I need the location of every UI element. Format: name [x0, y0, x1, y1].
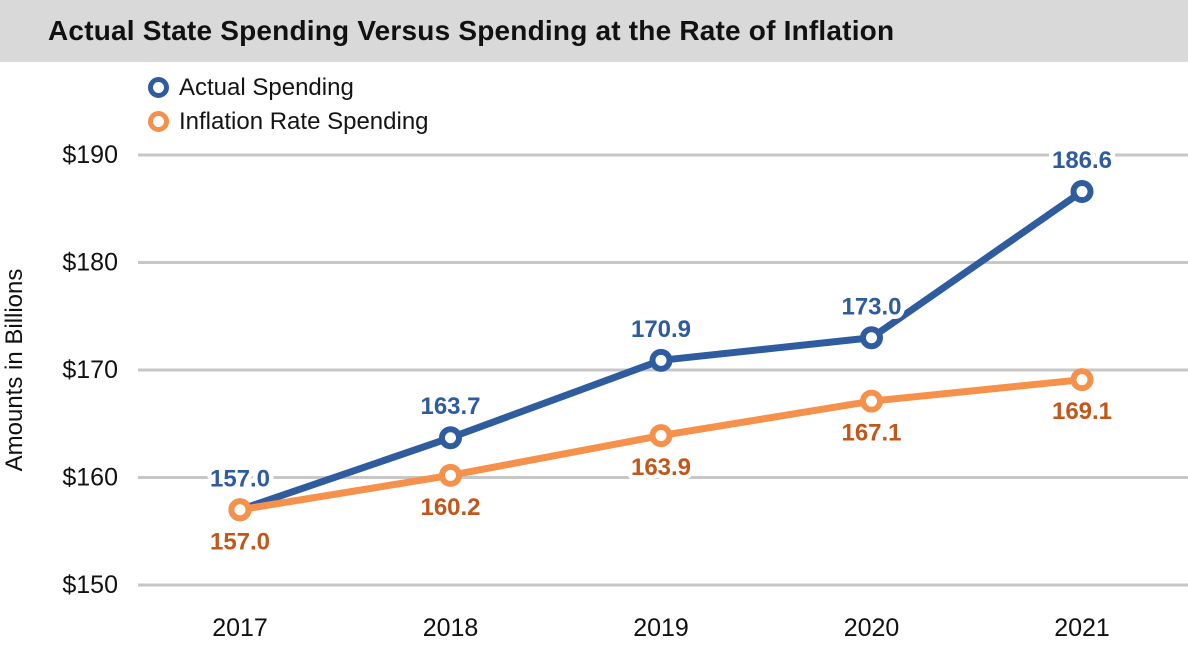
- data-point-labels: 157.0 163.7 170.9 173.0 186.6 157.0 160.2 163.9…: [205, 143, 1116, 560]
- data-point-label: 170.9: [631, 316, 691, 343]
- data-point-label: 169.1: [1052, 398, 1112, 425]
- y-tick-label: $170: [62, 356, 118, 384]
- x-tick-label: 2019: [633, 614, 689, 642]
- data-point-label: 163.9: [631, 454, 691, 481]
- data-point: [649, 424, 673, 448]
- data-point-label: 157.0: [210, 528, 270, 555]
- data-series: [228, 180, 1094, 522]
- x-tick-label: 2017: [212, 614, 268, 642]
- legend-item-actual-spending: Actual Spending: [148, 73, 429, 102]
- legend-label: Actual Spending: [179, 73, 354, 101]
- data-point-label: 167.1: [841, 420, 901, 447]
- data-point: [228, 498, 252, 522]
- chart-title-bar: Actual State Spending Versus Spending at…: [0, 0, 1188, 62]
- y-tick-label: $180: [62, 249, 118, 277]
- x-tick-label: 2021: [1054, 614, 1110, 642]
- y-tick-label: $150: [62, 571, 118, 599]
- data-point: [649, 348, 673, 372]
- inflation-rate-spending-marker-icon: [148, 111, 169, 132]
- legend-label: Inflation Rate Spending: [179, 107, 429, 135]
- data-point-label: 160.2: [420, 494, 480, 521]
- y-tick-label: $160: [62, 464, 118, 492]
- legend-item-inflation-rate-spending: Inflation Rate Spending: [148, 107, 429, 136]
- chart-title: Actual State Spending Versus Spending at…: [48, 15, 895, 46]
- data-point: [1070, 180, 1094, 204]
- data-point: [439, 463, 462, 487]
- x-axis-tick-labels: 2017 2018 2019 2020 2021: [212, 614, 1110, 642]
- data-point-label: 157.0: [210, 465, 270, 492]
- x-tick-label: 2018: [423, 614, 479, 642]
- data-point-label: 163.7: [420, 393, 480, 420]
- legend: Actual Spending Inflation Rate Spending: [148, 73, 429, 136]
- y-axis-tick-labels: $190 $180 $170 $160 $150: [62, 141, 118, 599]
- data-point: [860, 326, 883, 350]
- actual-spending-marker-icon: [148, 77, 169, 98]
- data-point-label: 186.6: [1052, 147, 1112, 174]
- data-point: [860, 389, 883, 413]
- x-tick-label: 2020: [844, 614, 900, 642]
- y-tick-label: $190: [62, 141, 118, 169]
- data-point: [1070, 368, 1094, 392]
- y-axis-title: Amounts in Billions: [1, 269, 28, 472]
- data-point: [439, 426, 462, 450]
- data-point-label: 173.0: [841, 293, 901, 320]
